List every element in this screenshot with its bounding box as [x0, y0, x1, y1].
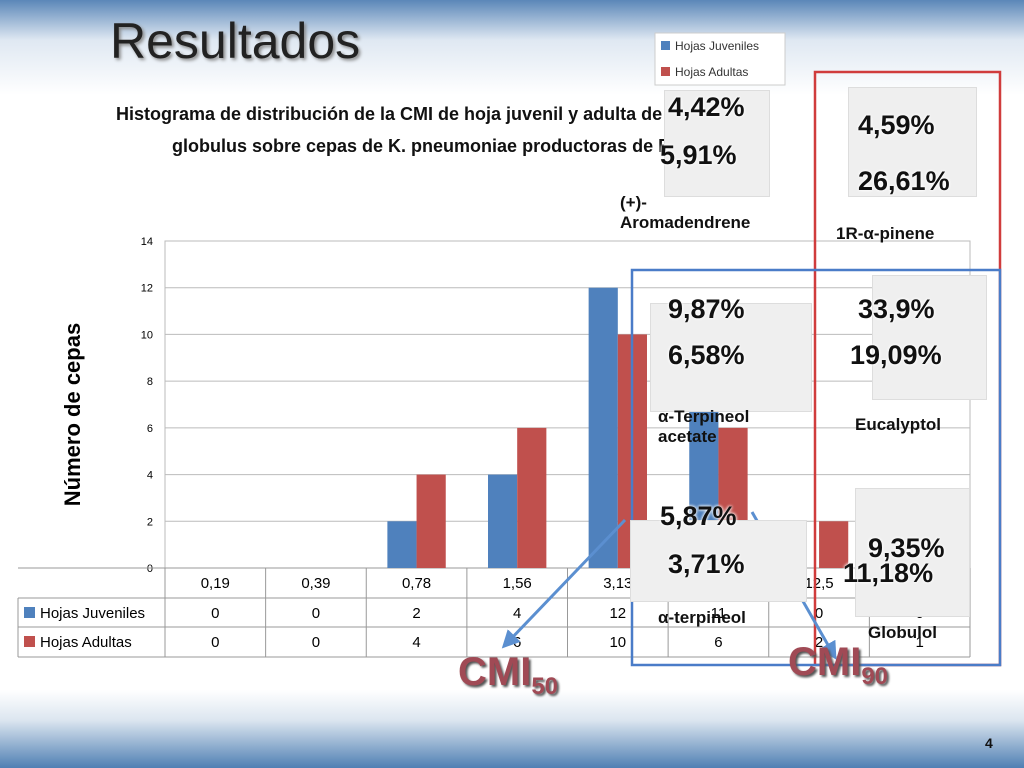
cmi-subscript: 90 [861, 663, 889, 690]
table-cell: 0 [211, 634, 219, 651]
percent-label: 19,09% [850, 340, 942, 370]
cmi-subscript: 50 [531, 673, 559, 700]
y-tick-label: 12 [141, 283, 153, 295]
table-cell: 0 [312, 605, 320, 622]
table-row-label: Hojas Juveniles [40, 605, 145, 622]
page-number: 4 [985, 735, 993, 751]
table-cell: 0 [312, 634, 320, 651]
molecule-image [848, 87, 977, 197]
legend-key [661, 41, 670, 50]
subtitle-line: Histograma de distribución de la CMI de … [116, 104, 685, 124]
x-tick-label: 0,39 [301, 575, 330, 592]
percent-label: 4,59% [858, 110, 935, 140]
y-axis-label: Número de cepas [60, 323, 85, 506]
table-legend-key [24, 607, 35, 618]
compound-name: Eucalyptol [855, 415, 941, 434]
table-row-label: Hojas Adultas [40, 634, 132, 651]
table-cell: 10 [609, 634, 626, 651]
y-tick-label: 2 [147, 516, 153, 528]
y-tick-label: 6 [147, 423, 153, 435]
molecule-image [630, 520, 807, 602]
compound-name: 1R-α-pinene [836, 224, 935, 243]
percent-label: 4,42% [668, 92, 745, 122]
legend-label: Hojas Adultas [675, 65, 748, 79]
y-tick-label: 10 [141, 329, 153, 341]
bar [416, 474, 446, 568]
table-cell: 4 [412, 634, 420, 651]
percent-label: 9,35% [868, 533, 945, 563]
compound-name: Globulol [868, 623, 937, 642]
table-cell: 11 [711, 605, 727, 622]
bar [387, 521, 417, 568]
x-tick-label: 0,19 [201, 575, 230, 592]
percent-label: 6,58% [668, 340, 745, 370]
table-cell: 0 [815, 605, 823, 622]
molecule-image [872, 275, 987, 400]
y-tick-label: 8 [147, 376, 153, 388]
x-tick-label: 3,13 [603, 575, 632, 592]
table-cell: 2 [815, 634, 823, 651]
x-tick-label: 12,5 [804, 575, 833, 592]
table-cell: 1 [916, 634, 924, 651]
percent-label: 3,71% [668, 549, 745, 579]
percent-label: 33,9% [858, 294, 935, 324]
bar [488, 474, 518, 568]
legend-box [654, 32, 786, 86]
subtitle-line: globulus sobre cepas de K. pneumoniae pr… [172, 136, 707, 156]
molecule-image [650, 303, 812, 412]
cmi-marker: CMI90 [788, 640, 888, 691]
percent-label: 11,18% [843, 558, 934, 588]
compound-name: α-terpineol [658, 608, 746, 627]
compound-name: α-Terpineol acetate [658, 407, 750, 446]
x-tick-label: 1,56 [503, 575, 532, 592]
percent-label: 9,87% [668, 294, 745, 324]
table-cell: 4 [513, 605, 521, 622]
bar [588, 287, 618, 568]
percent-label: 5,91% [660, 140, 737, 170]
legend-key [661, 67, 670, 76]
percent-label: 26,61% [858, 166, 950, 196]
arrow [501, 518, 627, 649]
x-tick-label: 0,78 [402, 575, 431, 592]
y-tick-label: 14 [141, 236, 153, 248]
cmi-label: CMI [458, 650, 532, 694]
table-legend-key [24, 636, 35, 647]
molecule-image [664, 90, 770, 197]
bar [517, 427, 547, 568]
table-cell: 2 [412, 605, 420, 622]
y-tick-label: 0 [147, 563, 153, 575]
percent-label: 5,87% [660, 501, 737, 531]
legend-label: Hojas Juveniles [675, 39, 759, 53]
table-cell: 6 [714, 634, 722, 651]
table-cell: 12 [609, 605, 626, 622]
molecule-image [855, 488, 970, 617]
compound-name: (+)-Aromadendrene [620, 193, 751, 232]
cmi-marker: CMI50 [458, 650, 558, 701]
y-tick-label: 4 [147, 470, 153, 482]
plot-area [164, 240, 971, 569]
cmi-label: CMI [788, 640, 862, 684]
table-cell: 0 [211, 605, 219, 622]
slide-title: Resultados [110, 13, 361, 69]
highlight-frame [630, 268, 1002, 667]
bar [819, 521, 849, 568]
